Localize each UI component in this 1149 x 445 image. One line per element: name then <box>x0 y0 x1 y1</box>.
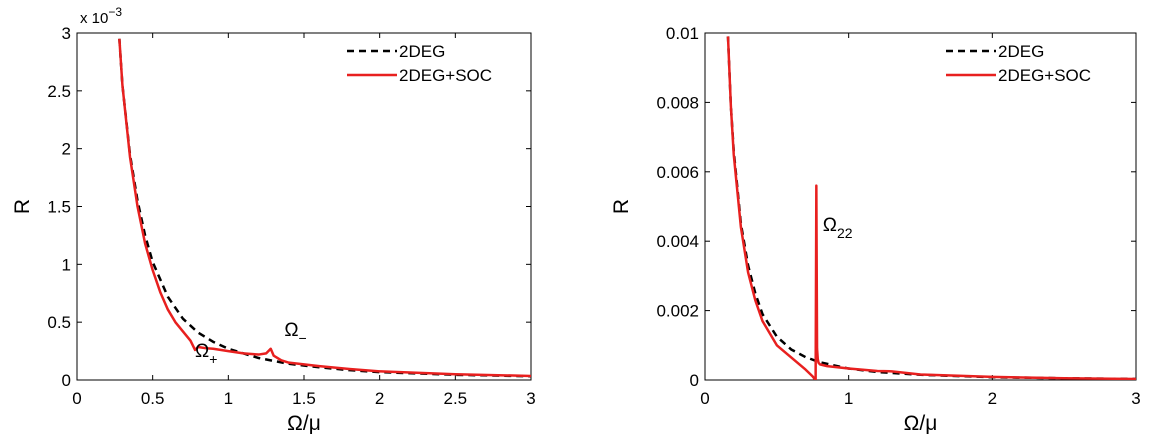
annotation-subscript: 22 <box>837 225 853 241</box>
annotation-symbol: Ω <box>823 215 837 236</box>
y-exponent-base: x 10 <box>80 10 108 27</box>
x-tick-label: 1 <box>844 389 853 408</box>
series-group <box>726 36 1136 380</box>
legend-label: 2DEG+SOC <box>399 66 492 85</box>
y-tick-label: 3 <box>62 24 71 43</box>
annotation-subscript: + <box>209 351 217 367</box>
annotation-label: Ω22 <box>823 215 853 241</box>
y-tick-label: 1.5 <box>47 198 71 217</box>
x-tick-label: 2 <box>988 389 997 408</box>
y-tick-label: 1 <box>62 255 71 274</box>
series-group <box>118 38 531 378</box>
right-chart: 0 1 2 300.0020.0040.0060.0080.01Ω/μR2DEG2DE… <box>610 24 1141 435</box>
y-axis-label: R <box>610 199 633 214</box>
y-tick-label: 0.5 <box>47 313 71 332</box>
y-tick-label: 0.004 <box>656 232 699 251</box>
legend-label: 2DEG <box>998 42 1044 61</box>
x-axis-label: Ω/μ <box>287 412 321 435</box>
y-exponent-power: −3 <box>108 5 122 19</box>
legend: 2DEG 2DEG+SOC <box>347 42 492 85</box>
x-tick-label: 3 <box>1131 389 1140 408</box>
x-tick-label: 0 <box>72 389 81 408</box>
plot-frame <box>704 32 1137 381</box>
y-tick-label: 0.008 <box>656 93 699 112</box>
left-chart: 0 0.5 1 1.5 2 2.5 3 0 0.5 1 1.5 2 2.5 3 x 10−3 Ω/μ R 2DEG… <box>11 5 536 435</box>
y-tick-label: 0.01 <box>666 24 699 43</box>
series-line-solid <box>726 36 1136 380</box>
annotation-symbol: Ω <box>195 341 209 362</box>
y-tick-label: 2.5 <box>47 82 71 101</box>
x-tick-label: 2 <box>375 389 384 408</box>
y-exponent-label: x 10−3 <box>80 5 122 27</box>
legend-label: 2DEG <box>399 42 445 61</box>
y-tick-label: 0.002 <box>656 302 699 321</box>
y-axis-label: R <box>11 199 34 214</box>
y-tick-label: 0.006 <box>656 163 699 182</box>
legend-label: 2DEG+SOC <box>998 66 1091 85</box>
annotation-subscript: − <box>299 330 307 346</box>
x-tick-label: 3 <box>526 389 535 408</box>
x-tick-label: 1 <box>224 389 233 408</box>
annotation-symbol: Ω <box>284 320 298 341</box>
x-tick-label: 2.5 <box>444 389 468 408</box>
y-tick-label: 0 <box>62 371 71 390</box>
x-tick-label: 0.5 <box>141 389 165 408</box>
x-tick-label: 1.5 <box>292 389 316 408</box>
x-tick-label: 0 <box>700 389 709 408</box>
plot-frame <box>76 32 532 381</box>
x-axis-label: Ω/μ <box>904 412 938 435</box>
legend: 2DEG 2DEG+SOC <box>946 42 1091 85</box>
annotation-label: Ω+ <box>195 341 217 367</box>
series-line-solid <box>118 38 531 378</box>
y-tick-label: 0 <box>690 371 699 390</box>
y-tick-label: 2 <box>62 140 71 159</box>
annotation-label: Ω− <box>284 320 306 346</box>
